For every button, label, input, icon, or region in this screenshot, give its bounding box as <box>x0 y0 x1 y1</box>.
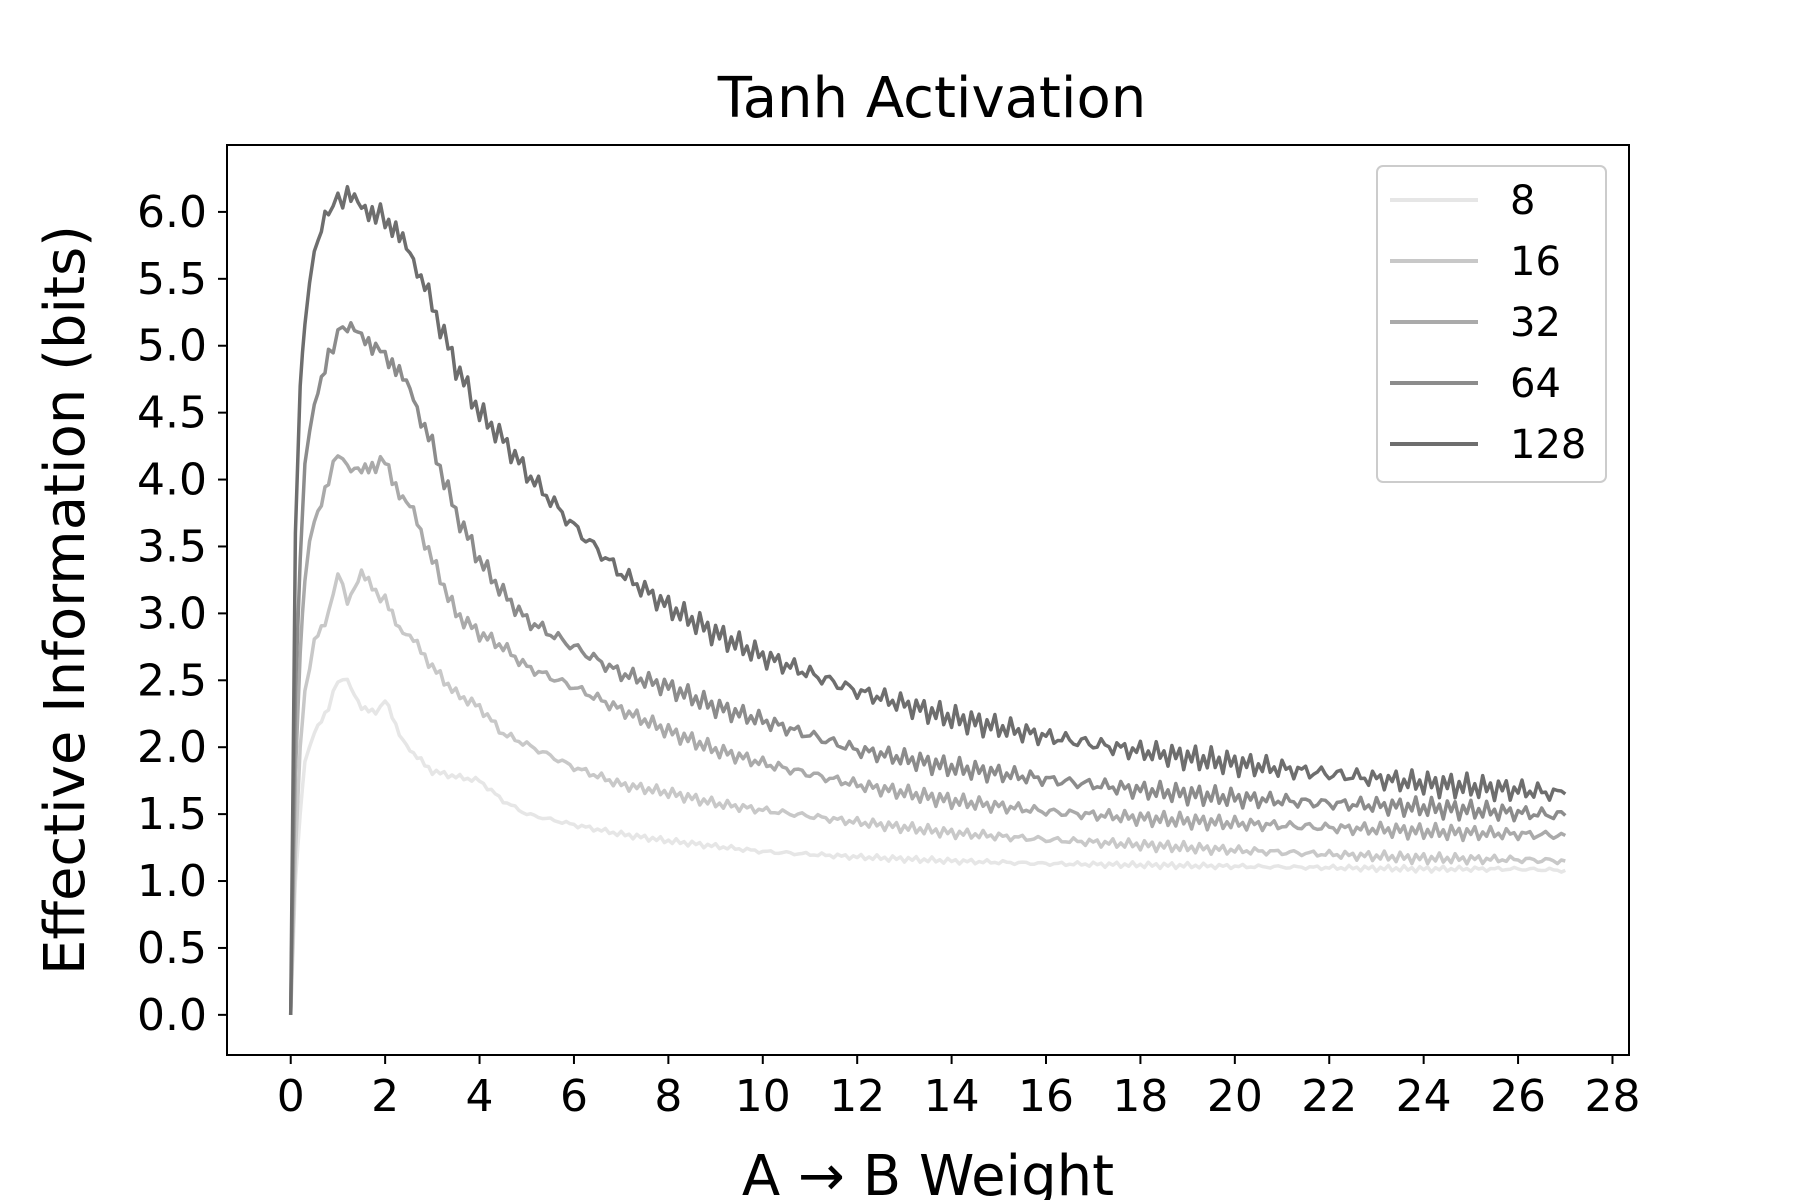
x-tick-label: 18 <box>1112 1071 1168 1122</box>
legend-label-32: 32 <box>1510 300 1561 346</box>
x-tick-label: 16 <box>1018 1071 1074 1122</box>
y-tick-label: 4.0 <box>137 455 207 506</box>
x-tick-label: 24 <box>1396 1071 1452 1122</box>
x-tick-label: 2 <box>371 1071 399 1122</box>
x-tick-label: 14 <box>924 1071 980 1122</box>
series-line-128 <box>288 184 1567 1015</box>
series-line-64 <box>288 321 1567 1015</box>
y-tick-label: 5.5 <box>137 254 207 305</box>
y-tick-label: 5.0 <box>137 321 207 372</box>
x-tick-label: 6 <box>560 1071 588 1122</box>
legend: 8 16 32 64 128 <box>1376 165 1607 483</box>
y-tick-label: 6.0 <box>137 187 207 238</box>
y-tick-label: 3.5 <box>137 521 207 572</box>
chart-title: Tanh Activation <box>717 66 1146 131</box>
y-tick-label: 1.0 <box>137 856 207 907</box>
x-tick-label: 26 <box>1490 1071 1546 1122</box>
x-tick-label: 0 <box>277 1071 305 1122</box>
x-tick-label: 12 <box>829 1071 885 1122</box>
legend-label-8: 8 <box>1510 178 1535 224</box>
y-tick-label: 0.5 <box>137 923 207 974</box>
series-line-8 <box>288 677 1567 1015</box>
series-line-32 <box>288 454 1567 1015</box>
x-tick-label: 8 <box>654 1071 682 1122</box>
y-tick-label: 4.5 <box>137 388 207 439</box>
x-axis: 0 2 4 6 8 10 12 14 16 18 20 22 24 26 28 <box>277 1055 1640 1122</box>
legend-label-64: 64 <box>1510 361 1561 407</box>
series-line-16 <box>288 568 1566 1015</box>
x-tick-label: 28 <box>1584 1071 1640 1122</box>
legend-label-128: 128 <box>1510 422 1586 468</box>
y-tick-label: 3.0 <box>137 588 207 639</box>
y-axis-label: Effective Information (bits) <box>33 225 98 975</box>
x-tick-label: 20 <box>1207 1071 1263 1122</box>
x-axis-label: A → B Weight <box>742 1144 1114 1200</box>
series-layer <box>288 184 1567 1015</box>
x-tick-label: 4 <box>466 1071 494 1122</box>
y-tick-label: 1.5 <box>137 789 207 840</box>
legend-box <box>1376 165 1607 483</box>
y-axis: 0.0 0.5 1.0 1.5 2.0 2.5 3.0 3.5 4.0 4.5 5.0 5.5 6.0 <box>137 187 227 1041</box>
x-tick-label: 22 <box>1301 1071 1357 1122</box>
y-tick-label: 2.0 <box>137 722 207 773</box>
plot-frame <box>226 144 1630 1056</box>
x-tick-label: 10 <box>735 1071 791 1122</box>
legend-label-16: 16 <box>1510 239 1561 285</box>
y-tick-label: 0.0 <box>137 990 207 1041</box>
y-tick-label: 2.5 <box>137 655 207 706</box>
